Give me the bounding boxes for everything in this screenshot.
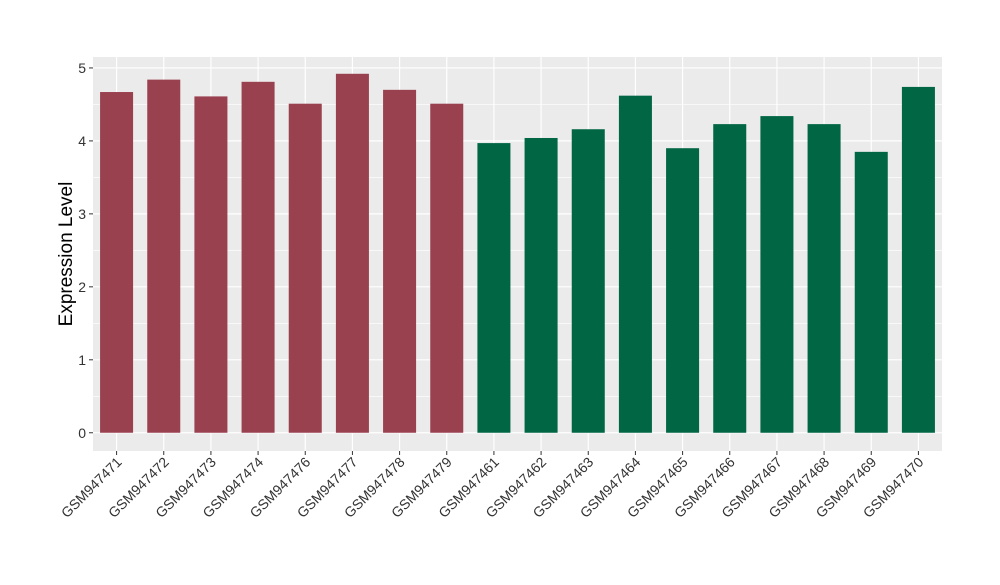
y-tick-label: 3 [78, 206, 86, 222]
bar-GSM947477 [335, 73, 369, 433]
y-tick-label: 4 [78, 133, 86, 149]
bar-GSM947473 [194, 96, 228, 433]
bar-GSM947463 [571, 129, 605, 433]
y-tick-label: 2 [78, 279, 86, 295]
bar-GSM947461 [477, 143, 511, 433]
bar-GSM947479 [430, 103, 464, 433]
bar-GSM947466 [713, 124, 747, 433]
bar-GSM947474 [241, 81, 275, 433]
bar-GSM947468 [807, 124, 841, 433]
bar-GSM947470 [901, 86, 935, 433]
y-tick-label: 1 [78, 352, 86, 368]
bar-GSM947478 [383, 89, 417, 433]
bar-GSM947465 [666, 148, 700, 433]
bar-GSM947472 [147, 79, 181, 433]
bar-GSM947464 [618, 95, 652, 433]
bar-GSM947471 [100, 92, 134, 433]
y-tick-label: 0 [78, 425, 86, 441]
bar-GSM947462 [524, 137, 558, 433]
y-axis-label: Expression Level [56, 182, 77, 327]
y-tick-label: 5 [78, 60, 86, 76]
plot-panel [93, 57, 942, 451]
bar-GSM947469 [854, 151, 888, 433]
bar-GSM947467 [760, 116, 794, 433]
bar-GSM947476 [288, 103, 322, 433]
